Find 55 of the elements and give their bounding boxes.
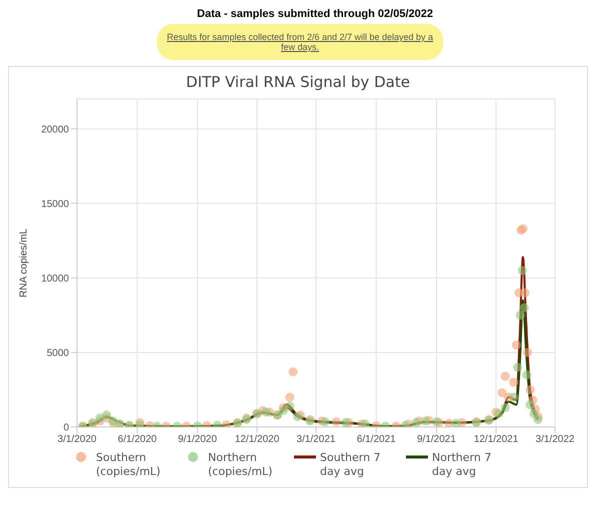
point (516, 310, 525, 320)
y-tick-label: 0 (63, 422, 70, 434)
point (288, 367, 298, 376)
y-tick-label: 20000 (41, 124, 70, 136)
text: Results for samples collected from 2/6 and 2/7 will be delayed by a few days. (157, 24, 443, 60)
y-tick-label: 15000 (41, 198, 70, 210)
point (332, 417, 341, 426)
x-tick-label: 9/1/2020 (178, 434, 218, 446)
point (262, 408, 271, 417)
point (340, 418, 350, 427)
point (500, 403, 510, 412)
x-tick-label: 6/1/2021 (356, 434, 396, 446)
point (520, 303, 529, 312)
point (533, 415, 542, 424)
point (522, 370, 532, 380)
point (285, 402, 294, 411)
x-tick-label: 3/1/2021 (296, 434, 336, 446)
chart-title: DITP Viral RNA Signal by Date (185, 73, 411, 91)
point (432, 417, 441, 426)
legend-label: Southern (copies/mL) (96, 451, 162, 479)
point (444, 418, 454, 427)
point (293, 412, 302, 422)
point (513, 362, 522, 372)
point (520, 288, 530, 298)
point (509, 392, 518, 402)
x-tick-label: 12/1/2021 (474, 434, 519, 446)
point (278, 406, 288, 416)
point (509, 378, 518, 387)
x-tick-label: 6/1/2020 (118, 434, 158, 446)
legend-label: Northern 7 day avg (432, 451, 492, 479)
y-tick-label: 10000 (41, 273, 70, 284)
point (285, 392, 294, 402)
y-axis-title: RNA copies/mL (18, 228, 30, 298)
point (526, 400, 535, 410)
point (420, 416, 430, 426)
x-tick-label: 9/1/2021 (417, 434, 456, 446)
point (320, 417, 330, 426)
point (494, 409, 504, 418)
point (518, 266, 527, 275)
point (497, 388, 506, 398)
point (360, 420, 370, 427)
point (526, 385, 535, 394)
point (522, 348, 532, 357)
legend-label: Southern 7 day avg (320, 451, 382, 479)
point (412, 418, 421, 427)
x-tick-label: 3/1/2022 (536, 434, 575, 446)
legend-label: Northern (copies/mL) (208, 451, 274, 479)
x-tick-label: 12/1/2020 (234, 434, 280, 446)
point (452, 418, 461, 427)
text: Data - samples submitted through 02/05/2022 (196, 8, 434, 20)
point (102, 410, 111, 420)
x-tick-label: 3/1/2020 (58, 434, 97, 446)
point (500, 372, 510, 381)
point (512, 340, 521, 350)
y-tick-label: 5000 (46, 348, 70, 360)
